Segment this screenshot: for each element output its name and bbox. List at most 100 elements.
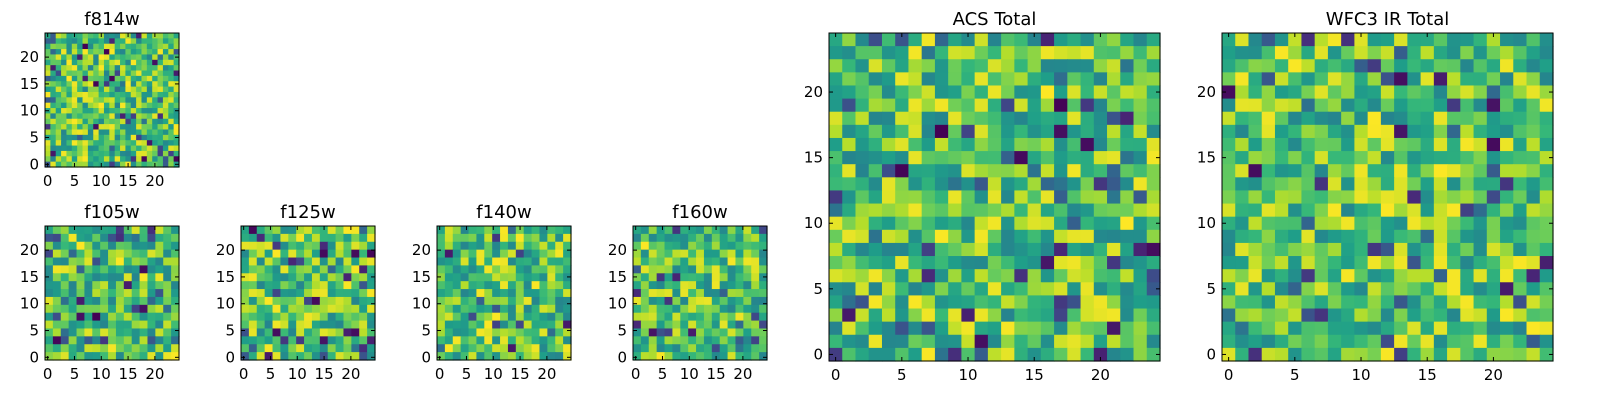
heatmap-cell: [155, 344, 164, 353]
heatmap-cell: [1500, 216, 1514, 231]
heatmap-cell: [547, 257, 556, 267]
heatmap-cell: [1327, 282, 1342, 296]
heatmap-cell: [1288, 98, 1303, 113]
heatmap-cell: [100, 320, 109, 330]
heatmap-cell: [327, 233, 337, 243]
heatmap-cell: [948, 295, 962, 310]
heatmap-cell: [163, 344, 172, 353]
heatmap-cell: [648, 304, 658, 314]
heatmap-cell: [895, 295, 910, 310]
heatmap-cell: [173, 118, 180, 125]
heatmap-cell: [1314, 190, 1329, 205]
heatmap-cell: [1486, 111, 1501, 126]
heatmap-cell: [1447, 72, 1461, 87]
heatmap-cell: [136, 75, 143, 82]
heatmap-cell: [155, 249, 164, 259]
heatmap-cell: [1001, 334, 1015, 349]
heatmap-cell: [288, 281, 297, 290]
x-tick-label: 20: [145, 365, 164, 383]
heatmap-cell: [1447, 164, 1461, 178]
heatmap-cell: [68, 320, 78, 330]
heatmap-cell: [895, 124, 910, 139]
heatmap-cells: [633, 226, 768, 361]
heatmap-cell: [703, 304, 713, 314]
heatmap-cell: [1235, 242, 1250, 257]
heatmap-cell: [1354, 347, 1369, 362]
heatmap-cell: [1261, 98, 1276, 113]
heatmap-cell: [1394, 59, 1408, 73]
y-tick-label: 15: [20, 268, 39, 286]
heatmap-cell: [1261, 85, 1276, 100]
heatmap-cell: [974, 295, 989, 310]
heatmap-cell: [680, 352, 689, 361]
heatmap-cell: [751, 312, 760, 322]
heatmap-cell: [1513, 177, 1528, 192]
heatmap-cell: [109, 49, 116, 56]
heatmap-cell: [476, 233, 485, 243]
heatmap-cell: [735, 328, 744, 337]
heatmap-cell: [1261, 229, 1276, 244]
heatmap-cell: [908, 269, 923, 283]
heatmap-cell: [1146, 242, 1161, 257]
y-tick-label: 10: [20, 295, 39, 313]
heatmap-cell: [664, 336, 674, 345]
heatmap-cell: [1120, 190, 1135, 205]
heatmap-cell: [711, 265, 721, 274]
heatmap-cell: [71, 54, 78, 61]
heatmap-cell: [842, 85, 857, 100]
heatmap-cell: [77, 129, 84, 136]
heatmap-cell: [171, 265, 180, 274]
heatmap-cell: [1380, 242, 1395, 257]
heatmap-cell: [987, 242, 1002, 257]
heatmap-cell: [539, 328, 548, 337]
heatmap-cell: [139, 249, 149, 259]
heatmap-cell: [1261, 334, 1276, 349]
heatmap-cell: [1354, 203, 1369, 218]
heatmap-cell: [1513, 229, 1528, 244]
heatmap-cell: [921, 321, 936, 336]
heatmap-cell: [842, 203, 857, 218]
x-tick-label: 0: [631, 365, 641, 383]
heatmap-cell: [672, 233, 681, 243]
heatmap-cell: [50, 129, 57, 136]
heatmap-cell: [1420, 203, 1435, 218]
heatmap-cell: [1394, 177, 1408, 192]
heatmap-cell: [1133, 229, 1148, 244]
heatmap-cell: [77, 134, 84, 141]
heatmap-cell: [444, 281, 454, 290]
heatmap-cell: [1133, 151, 1148, 165]
heatmap-cell: [1146, 321, 1161, 336]
heatmap-cell: [1235, 85, 1250, 100]
heatmap-cell: [908, 137, 923, 152]
heatmap-cell: [1054, 164, 1068, 178]
heatmap-cell: [1120, 85, 1135, 100]
heatmap-cell: [155, 289, 164, 298]
heatmap-cell: [136, 65, 143, 72]
heatmap-cell: [359, 304, 368, 314]
heatmap-cell: [256, 344, 266, 353]
heatmap-cell: [921, 190, 936, 205]
heatmap-cell: [152, 97, 159, 104]
heatmap-cell: [304, 289, 313, 298]
heatmap-cell: [359, 344, 368, 353]
heatmap-cell: [1133, 308, 1148, 323]
heatmap-cell: [359, 352, 368, 361]
heatmap-cell: [50, 108, 57, 114]
heatmap-cell: [1288, 177, 1303, 192]
heatmap-cell: [727, 226, 737, 235]
heatmap-cell: [55, 59, 62, 66]
heatmap-cell: [500, 328, 509, 337]
heatmap-cell: [82, 145, 89, 152]
heatmap-cell: [1473, 177, 1488, 192]
heatmap-cell: [1120, 46, 1135, 60]
heatmap-cell: [130, 38, 137, 45]
heatmap-cell: [1327, 256, 1342, 270]
heatmap-cell: [656, 336, 666, 345]
heatmap-cell: [476, 241, 485, 251]
heatmap-cell: [680, 289, 689, 298]
heatmap-cell: [640, 233, 650, 243]
heatmap-cell: [1407, 111, 1422, 126]
heatmap-cell: [311, 226, 321, 235]
heatmap-cell: [735, 320, 744, 330]
heatmap-cell: [1327, 216, 1342, 231]
